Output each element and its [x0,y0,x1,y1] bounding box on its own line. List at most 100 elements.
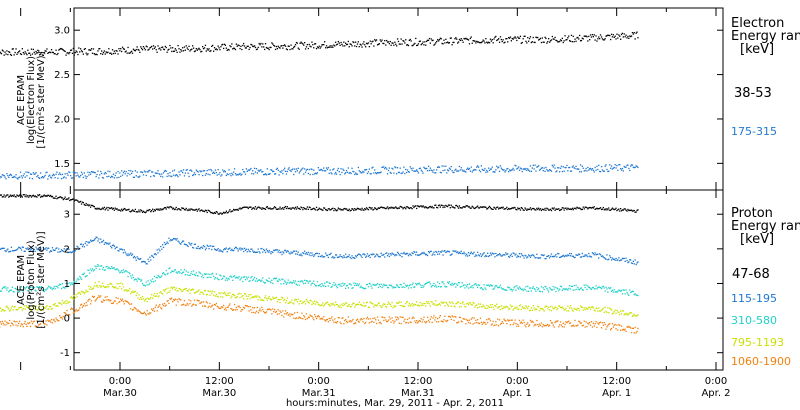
data-point-47-68 [577,207,579,209]
data-point-38-53 [325,45,328,47]
data-point-115-195 [8,251,10,253]
data-point-47-68 [278,208,280,210]
data-point-175-315 [419,167,421,169]
data-point-1060-1900 [126,300,128,303]
data-point-1060-1900 [236,309,238,311]
data-point-38-53 [431,39,433,42]
data-point-38-53 [100,53,102,55]
data-point-175-315 [511,169,513,171]
data-point-310-580 [595,285,597,287]
data-point-115-195 [168,237,170,239]
data-point-175-315 [239,172,241,175]
data-point-47-68 [464,206,466,208]
data-point-47-68 [542,208,544,211]
data-point-1060-1900 [70,307,73,309]
data-point-175-315 [112,173,115,175]
data-point-175-315 [629,169,631,172]
data-point-1060-1900 [264,312,266,314]
data-point-47-68 [103,206,105,208]
data-point-38-53 [174,48,176,50]
data-point-47-68 [609,209,611,211]
data-point-795-1193 [159,292,161,294]
data-point-310-580 [562,288,564,290]
data-point-175-315 [265,174,268,176]
data-point-38-53 [599,34,602,36]
data-point-175-315 [331,173,333,175]
data-point-175-315 [30,173,33,175]
data-point-175-315 [125,171,127,173]
data-point-47-68 [613,208,615,211]
data-point-38-53 [634,38,636,40]
data-point-310-580 [143,284,146,286]
data-point-175-315 [395,167,397,169]
data-point-795-1193 [485,307,487,310]
data-point-38-53 [474,40,476,42]
data-point-795-1193 [609,307,611,309]
data-point-175-315 [94,172,96,174]
data-point-175-315 [440,172,442,174]
data-point-115-195 [475,254,477,256]
data-point-115-195 [256,251,258,253]
data-point-115-195 [572,255,574,257]
data-point-115-195 [108,243,110,245]
data-point-115-195 [153,253,156,255]
data-point-1060-1900 [154,306,156,308]
data-point-1060-1900 [15,324,17,326]
data-point-175-315 [206,169,208,172]
data-point-1060-1900 [312,317,314,319]
data-point-47-68 [335,209,337,211]
data-point-47-68 [219,212,221,214]
data-point-795-1193 [563,309,565,311]
data-point-310-580 [40,287,42,289]
data-point-38-53 [375,39,378,41]
data-point-1060-1900 [415,322,417,324]
data-point-795-1193 [518,308,520,310]
data-point-795-1193 [405,303,407,305]
data-point-310-580 [520,288,522,291]
data-point-795-1193 [101,282,104,284]
data-point-795-1193 [277,299,279,301]
data-point-310-580 [447,282,450,284]
data-point-1060-1900 [144,313,146,315]
data-point-115-195 [349,256,351,258]
data-point-47-68 [631,210,634,212]
data-point-795-1193 [597,310,599,312]
data-point-175-315 [73,171,75,174]
data-point-47-68 [381,206,383,208]
data-point-1060-1900 [169,298,171,300]
data-point-175-315 [418,167,420,170]
data-point-310-580 [504,289,506,291]
data-point-1060-1900 [78,309,80,311]
data-point-175-315 [278,174,280,176]
data-point-795-1193 [77,292,79,295]
data-point-310-580 [556,287,558,289]
data-point-47-68 [447,204,450,206]
data-point-38-53 [379,39,381,41]
data-point-1060-1900 [570,325,573,327]
data-point-310-580 [606,288,608,290]
data-point-175-315 [248,169,250,172]
data-point-1060-1900 [463,318,465,320]
data-point-175-315 [222,169,224,171]
data-point-175-315 [236,173,238,176]
data-point-47-68 [269,207,271,209]
data-point-115-195 [223,248,226,250]
data-point-795-1193 [6,305,8,307]
data-point-47-68 [550,209,553,212]
data-point-795-1193 [112,286,115,288]
data-point-175-315 [116,177,118,179]
data-point-795-1193 [17,309,19,311]
data-point-795-1193 [21,309,23,311]
data-point-115-195 [289,253,291,255]
data-point-38-53 [426,40,428,42]
data-point-175-315 [228,169,230,171]
data-point-795-1193 [502,307,504,309]
data-point-1060-1900 [354,322,356,324]
data-point-38-53 [252,45,254,48]
data-point-115-195 [332,255,334,258]
data-point-38-53 [519,35,522,37]
data-point-1060-1900 [416,322,419,324]
data-point-1060-1900 [163,302,166,305]
data-point-38-53 [384,40,386,42]
data-point-795-1193 [153,292,156,295]
